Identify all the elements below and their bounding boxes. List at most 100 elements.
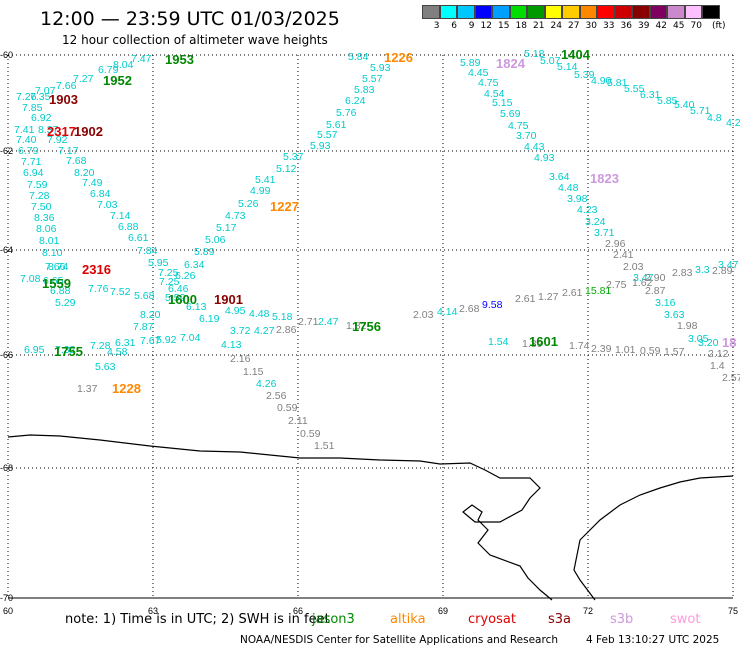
swh-value: 9.58 <box>482 299 503 311</box>
pass-time-label: 18 <box>722 335 736 350</box>
swh-value: 4.26 <box>256 378 277 390</box>
swh-value: 5.37 <box>283 151 304 163</box>
swh-value: 5.68 <box>134 290 155 302</box>
swh-value: 4.45 <box>468 67 489 79</box>
swh-value: 6.65 <box>43 275 64 287</box>
swh-value: 2.47 <box>318 316 339 328</box>
colorbar-swatch <box>422 5 440 19</box>
colorbar-label: 27 <box>568 21 580 31</box>
swh-value: 7.47 <box>131 53 152 65</box>
legend-entry-jason3: jason3 <box>312 612 355 627</box>
swh-value: 7.52 <box>110 286 131 298</box>
swh-value: 5.15 <box>492 97 513 109</box>
swh-value: 4.48 <box>249 308 270 320</box>
colorbar <box>422 5 720 19</box>
swh-value: 1.57 <box>664 346 685 358</box>
swh-value: 6.88 <box>118 221 139 233</box>
swh-value: 0.59 <box>640 345 661 357</box>
colorbar-swatch <box>544 5 562 19</box>
swh-value: 7.07 <box>35 85 56 97</box>
swh-value: 2.57 <box>722 372 740 384</box>
colorbar-swatch <box>474 5 492 19</box>
swh-value: 7.25 <box>158 267 179 279</box>
swh-value: 5.93 <box>370 62 391 74</box>
pass-time-label: 1559 <box>42 276 71 291</box>
swh-value: 5.84 <box>348 51 369 63</box>
swh-value: 2.41 <box>613 249 634 261</box>
swh-value: 4.23 <box>577 204 598 216</box>
swh-value: 7.71 <box>21 156 42 168</box>
swh-value: 8.74 <box>48 261 69 273</box>
swh-value: 5.18 <box>524 48 545 60</box>
map-grid <box>7 54 734 599</box>
swh-value: 7.17 <box>58 145 79 157</box>
legend-entry-s3a: s3a <box>548 612 572 627</box>
swh-value: 7.66 <box>56 80 77 92</box>
swh-value: 3.47 <box>718 259 739 271</box>
swh-value: 7.28 <box>90 340 111 352</box>
swh-value: 7.08 <box>20 273 41 285</box>
swh-value: 2.68 <box>459 303 480 315</box>
colorbar-unit: (ft) <box>712 21 726 31</box>
swh-value: 6.61 <box>128 232 149 244</box>
colorbar-swatch <box>439 5 457 19</box>
swh-value: 4.73 <box>225 210 246 222</box>
colorbar-swatch <box>527 5 545 19</box>
swh-value: 5.57 <box>317 129 338 141</box>
swh-value: 5.61 <box>326 119 347 131</box>
note-text: note: 1) Time is in UTC; 2) SWH is in fe… <box>65 612 330 627</box>
swh-value: 7.92 <box>47 134 68 146</box>
colorbar-label: 18 <box>515 21 527 31</box>
swh-value: 3.64 <box>549 171 570 183</box>
swh-value: 7.14 <box>110 210 131 222</box>
swh-value: 2.56 <box>266 390 287 402</box>
swh-value: 7.26 <box>16 91 37 103</box>
swh-value: 4.14 <box>437 306 458 318</box>
pass-time-label: 1952 <box>103 73 132 88</box>
legend-entry-altika: altika <box>390 612 426 627</box>
swh-value: 8.10 <box>42 247 63 259</box>
colorbar-label: 24 <box>550 21 562 31</box>
lat-label: -70 <box>0 593 13 603</box>
colorbar-label: 6 <box>451 21 457 31</box>
swh-value: 5.95 <box>148 257 169 269</box>
swh-value: 7.27 <box>73 73 94 85</box>
swh-value: 5.89 <box>194 246 215 258</box>
swh-value: 3.70 <box>516 130 537 142</box>
swh-value: 5.40 <box>674 99 695 111</box>
colorbar-swatch <box>614 5 632 19</box>
swh-value: 7.32 <box>55 344 76 356</box>
swh-value: 8.06 <box>36 223 57 235</box>
swh-value: 3.63 <box>664 309 685 321</box>
colorbar-swatch <box>509 5 527 19</box>
swh-value: 7.49 <box>82 177 103 189</box>
swh-value: 6.46 <box>168 283 189 295</box>
swh-value: 7.68 <box>66 155 87 167</box>
colorbar-label: 45 <box>673 21 685 31</box>
swh-value: 8.04 <box>113 59 134 71</box>
swh-value: 3.3 <box>695 264 710 276</box>
swh-value: 6.95 <box>24 344 45 356</box>
swh-value: 3.16 <box>655 297 676 309</box>
pass-time-label: 1902 <box>74 124 103 139</box>
colorbar-label: 30 <box>585 21 597 31</box>
swh-value: 1.54 <box>488 336 509 348</box>
swh-value: 8.37 <box>38 124 59 136</box>
colorbar-label: 42 <box>655 21 667 31</box>
swh-value: 7.35 <box>30 91 51 103</box>
swh-value: 2.03 <box>413 309 434 321</box>
swh-value: 5.07 <box>540 55 561 67</box>
swh-value: 4.99 <box>250 185 271 197</box>
swh-value: 7.84 <box>137 245 158 257</box>
colorbar-labels: 3 6 9 12 15 18 21 24 27 30 33 36 39 42 45 70 <box>422 21 702 31</box>
swh-value: 8.01 <box>39 235 60 247</box>
swh-value: 2.75 <box>606 279 627 291</box>
swh-value: 6.88 <box>50 285 71 297</box>
swh-value: 3.05 <box>688 333 709 345</box>
swh-value: 6.19 <box>199 313 220 325</box>
swh-value: 1.4 <box>710 360 725 372</box>
swh-values-layer: 7.478.046.797.277.667.077.267.357.856.92… <box>14 48 740 452</box>
swh-value: 5.39 <box>574 69 595 81</box>
swh-value: 2.83 <box>672 267 693 279</box>
